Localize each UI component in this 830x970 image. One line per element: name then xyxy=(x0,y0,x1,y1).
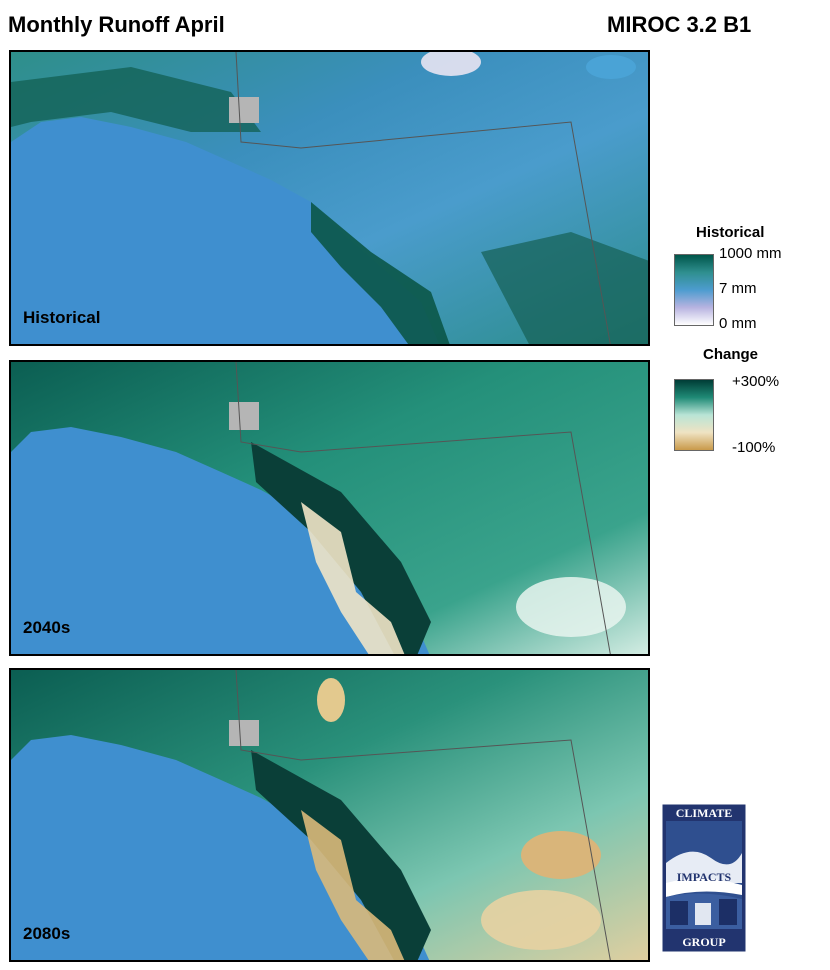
coastal-decrease xyxy=(301,810,405,960)
map-panel-historical: Historical xyxy=(9,50,650,346)
change-map-2040s xyxy=(11,362,648,654)
low-change-area xyxy=(516,577,626,637)
legend-tick-max: 1000 mm xyxy=(719,245,782,262)
missing-data-cell xyxy=(229,97,259,123)
missing-data-cell xyxy=(229,402,259,430)
southern-decrease xyxy=(481,890,601,950)
low-runoff-area xyxy=(421,52,481,76)
boundary-lines xyxy=(235,670,611,960)
map-title: Monthly Runoff April xyxy=(8,12,225,37)
coastal-high-runoff xyxy=(311,202,450,344)
panel-label-2040s: 2040s xyxy=(23,618,71,637)
legend-title-change: Change xyxy=(703,346,759,363)
climate-impacts-group-logo: CLIMATE IMPACTS GROUP xyxy=(661,803,747,953)
panel-label-2080s: 2080s xyxy=(23,924,71,943)
missing-data-cell xyxy=(229,720,259,746)
southeast-high-runoff xyxy=(481,232,648,344)
historical-map xyxy=(11,52,648,344)
legend-tick-mid: 7 mm xyxy=(719,280,757,297)
legend-colorbar-historical xyxy=(674,254,714,326)
svg-text:GROUP: GROUP xyxy=(682,935,725,949)
panel-label-historical: Historical xyxy=(23,308,101,327)
svg-text:CLIMATE: CLIMATE xyxy=(676,806,732,820)
boundary-lines xyxy=(235,52,611,344)
coastal-decrease xyxy=(301,502,405,654)
legend-colorbar-change xyxy=(674,379,714,451)
map-panel-2080s: 2080s xyxy=(9,668,650,962)
lake xyxy=(586,55,636,79)
boundary-lines xyxy=(235,362,611,654)
interior-decrease xyxy=(521,831,601,879)
model-name: MIROC 3.2 B1 xyxy=(607,12,752,37)
north-high-runoff xyxy=(11,67,261,132)
legend-tick-increase: +300% xyxy=(732,373,780,390)
north-decrease xyxy=(317,678,345,722)
map-panel-2040s: 2040s xyxy=(9,360,650,656)
change-map-2080s xyxy=(11,670,648,960)
legend-tick-min: 0 mm xyxy=(719,315,757,332)
legend-title-historical: Historical xyxy=(696,224,765,241)
legend-tick-decrease: -100% xyxy=(732,439,776,456)
svg-text:IMPACTS: IMPACTS xyxy=(677,870,732,884)
